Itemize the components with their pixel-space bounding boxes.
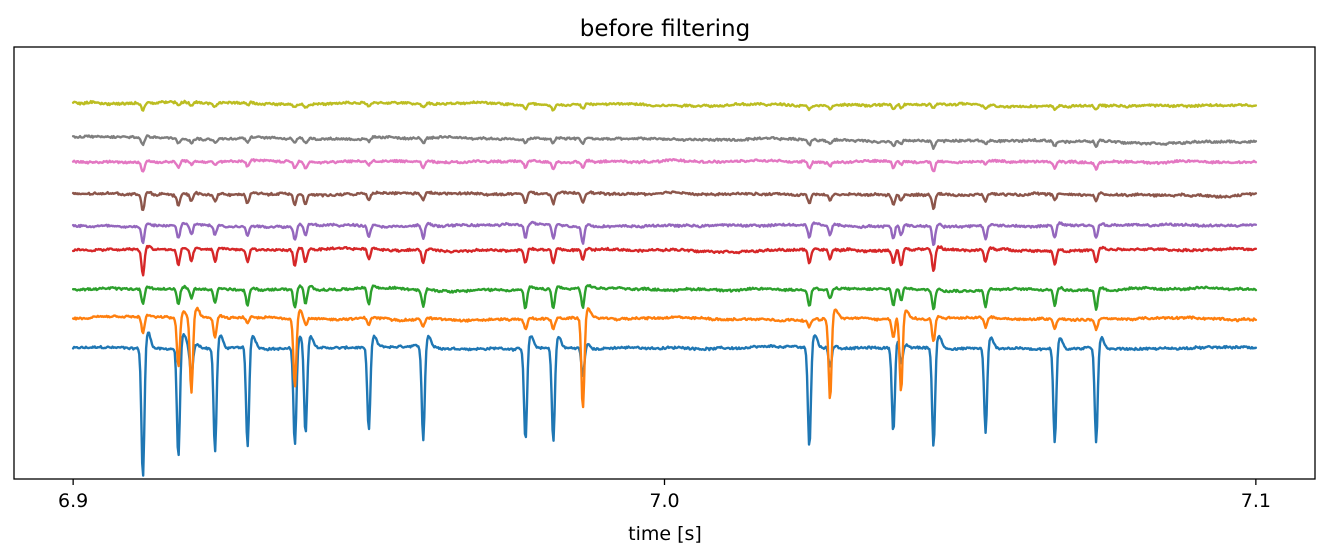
chart-title: before filtering	[580, 16, 750, 42]
trace-5	[71, 220, 1258, 247]
traces	[71, 99, 1258, 477]
trace-9	[71, 99, 1258, 112]
trace-1	[71, 331, 1258, 477]
x-tick-label: 7.1	[1241, 490, 1271, 512]
trace-2	[71, 306, 1258, 409]
x-tick-label: 6.9	[58, 490, 88, 512]
plot-area-frame	[13, 46, 1316, 480]
x-axis-ticks: 6.9 7.0 7.1	[58, 479, 1271, 512]
x-axis-label: time [s]	[628, 523, 702, 545]
trace-7	[71, 157, 1258, 173]
trace-8	[71, 134, 1258, 151]
x-tick-label: 7.0	[649, 490, 679, 512]
trace-3	[71, 283, 1258, 311]
trace-6	[71, 190, 1258, 212]
trace-4	[71, 244, 1258, 277]
